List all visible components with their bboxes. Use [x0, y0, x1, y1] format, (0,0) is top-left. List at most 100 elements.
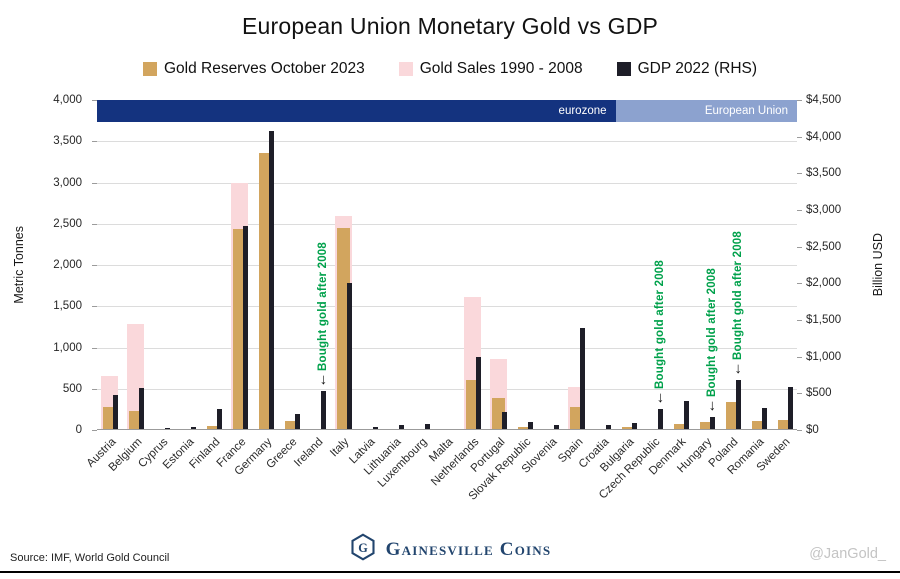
- bar-gdp: [709, 416, 715, 430]
- left-tick-label: 4,000: [53, 94, 82, 106]
- gold-reserves-swatch-icon: [142, 62, 157, 76]
- annotation-text: Bought gold after 2008: [654, 259, 667, 389]
- banner-section: eurozone: [97, 100, 616, 122]
- bought-gold-annotation: Bought gold after 2008 ↓: [732, 231, 744, 376]
- right-tickmark: [797, 430, 802, 431]
- bar-gdp: [398, 424, 404, 430]
- bar-gold-reserves: [725, 402, 739, 430]
- right-tick-label: $4,500: [806, 94, 842, 106]
- plot-area: eurozone European Union Bought gold after…: [92, 100, 802, 431]
- bar-gold-reserves: [284, 420, 298, 430]
- bar-gdp: [139, 387, 145, 430]
- bar-gdp: [657, 408, 663, 430]
- bar-gold-reserves: [129, 411, 143, 430]
- bar-gdp: [580, 327, 586, 430]
- right-tickmark: [797, 246, 802, 248]
- bar-gold-reserves: [751, 421, 765, 430]
- right-tickmark: [797, 173, 802, 175]
- bar-gdp: [165, 427, 171, 430]
- svg-text:G: G: [358, 541, 368, 555]
- bar-gdp: [113, 395, 119, 430]
- bar-gdp: [683, 401, 689, 430]
- x-axis-line: [97, 429, 797, 430]
- right-tickmark: [797, 393, 802, 395]
- down-arrow-icon: ↓: [656, 388, 665, 406]
- bar-gdp: [502, 411, 508, 430]
- bar-gold-reserves: [103, 406, 117, 430]
- annotation-text: Bought gold after 2008: [317, 241, 330, 371]
- down-arrow-icon: ↓: [708, 396, 717, 414]
- gold-sales-swatch-icon: [398, 62, 413, 76]
- banner-section: European Union: [615, 100, 797, 122]
- left-tickmark: [92, 100, 97, 101]
- bar-gdp: [787, 386, 793, 430]
- gridline: [97, 265, 797, 266]
- right-tickmark: [797, 356, 802, 358]
- brand-name: Gainesville Coins: [385, 538, 552, 560]
- bar-gdp: [243, 226, 249, 430]
- source-note: Source: IMF, World Gold Council: [10, 552, 170, 564]
- legend-item-gdp: GDP 2022 (RHS): [616, 60, 758, 78]
- left-tickmark: [92, 388, 97, 390]
- watermark: @JanGold_: [809, 546, 886, 562]
- bar-gdp: [761, 407, 767, 430]
- right-tickmark: [797, 283, 802, 285]
- legend-item-gold-sales: Gold Sales 1990 - 2008: [398, 60, 583, 78]
- bought-gold-annotation: Bought gold after 2008 ↓: [317, 242, 329, 387]
- bar-gold-reserves: [336, 227, 350, 430]
- bar-gdp: [269, 130, 275, 430]
- right-tick-label: $2,000: [806, 277, 842, 290]
- left-tick-label: 500: [62, 382, 82, 395]
- bar-gdp: [735, 379, 741, 430]
- right-tickmark: [797, 136, 802, 138]
- gridline: [97, 388, 797, 390]
- bar-gdp: [554, 425, 560, 430]
- bar-gdp: [424, 424, 430, 430]
- bar-gold-reserves: [207, 425, 221, 430]
- bar-gold-reserves: [777, 419, 791, 430]
- gridline: [97, 223, 797, 225]
- brand-footer: G Gainesville Coins: [0, 533, 900, 566]
- gainesville-coins-logo-icon: G: [349, 533, 377, 566]
- legend-label: GDP 2022 (RHS): [637, 60, 758, 77]
- left-tickmark: [92, 265, 97, 266]
- right-tickmark: [797, 100, 802, 101]
- left-tick-label: 3,000: [53, 176, 82, 189]
- bar-gold-reserves: [673, 424, 687, 430]
- right-tick-label: $2,500: [806, 240, 842, 253]
- left-tick-label: 1,500: [53, 300, 82, 313]
- bar-gold-reserves: [699, 422, 713, 430]
- right-tick-label: $0: [806, 424, 819, 436]
- chart-title: European Union Monetary Gold vs GDP: [241, 13, 659, 39]
- left-tickmark: [92, 306, 97, 308]
- left-tick-label: 2,000: [53, 259, 82, 271]
- bar-gdp: [372, 427, 378, 430]
- annotation-text: Bought gold after 2008: [706, 267, 719, 397]
- right-tick-label: $3,000: [806, 204, 842, 216]
- bar-gold-reserves: [621, 426, 635, 430]
- left-tickmark: [92, 430, 97, 431]
- bar-gdp: [631, 423, 637, 430]
- annotation-text: Bought gold after 2008: [732, 230, 745, 360]
- bar-gdp: [528, 421, 534, 430]
- left-tickmark: [92, 223, 97, 225]
- left-tick-label: 1,000: [53, 341, 82, 354]
- right-tick-label: $4,000: [806, 130, 842, 143]
- right-tick-label: $500: [806, 387, 832, 400]
- down-arrow-icon: ↓: [319, 370, 328, 388]
- x-axis-label: Ireland: [292, 436, 326, 470]
- left-tickmark: [92, 141, 97, 143]
- bar-gold-reserves: [570, 406, 584, 430]
- right-tickmark: [797, 210, 802, 211]
- legend: Gold Reserves October 2023 Gold Sales 19…: [0, 60, 900, 78]
- bar-gdp: [320, 390, 326, 430]
- bar-gdp: [191, 427, 197, 430]
- right-tick-label: $3,500: [806, 167, 842, 180]
- legend-label: Gold Sales 1990 - 2008: [419, 60, 583, 77]
- x-axis-labels: Austria Belgium Cyprus Estonia Finland France…: [85, 431, 797, 521]
- bottom-rule: [0, 571, 900, 573]
- banner-label: eurozone: [558, 105, 607, 117]
- right-tick-label: $1,500: [806, 314, 842, 326]
- bought-gold-annotation: Bought gold after 2008 ↓: [654, 260, 666, 405]
